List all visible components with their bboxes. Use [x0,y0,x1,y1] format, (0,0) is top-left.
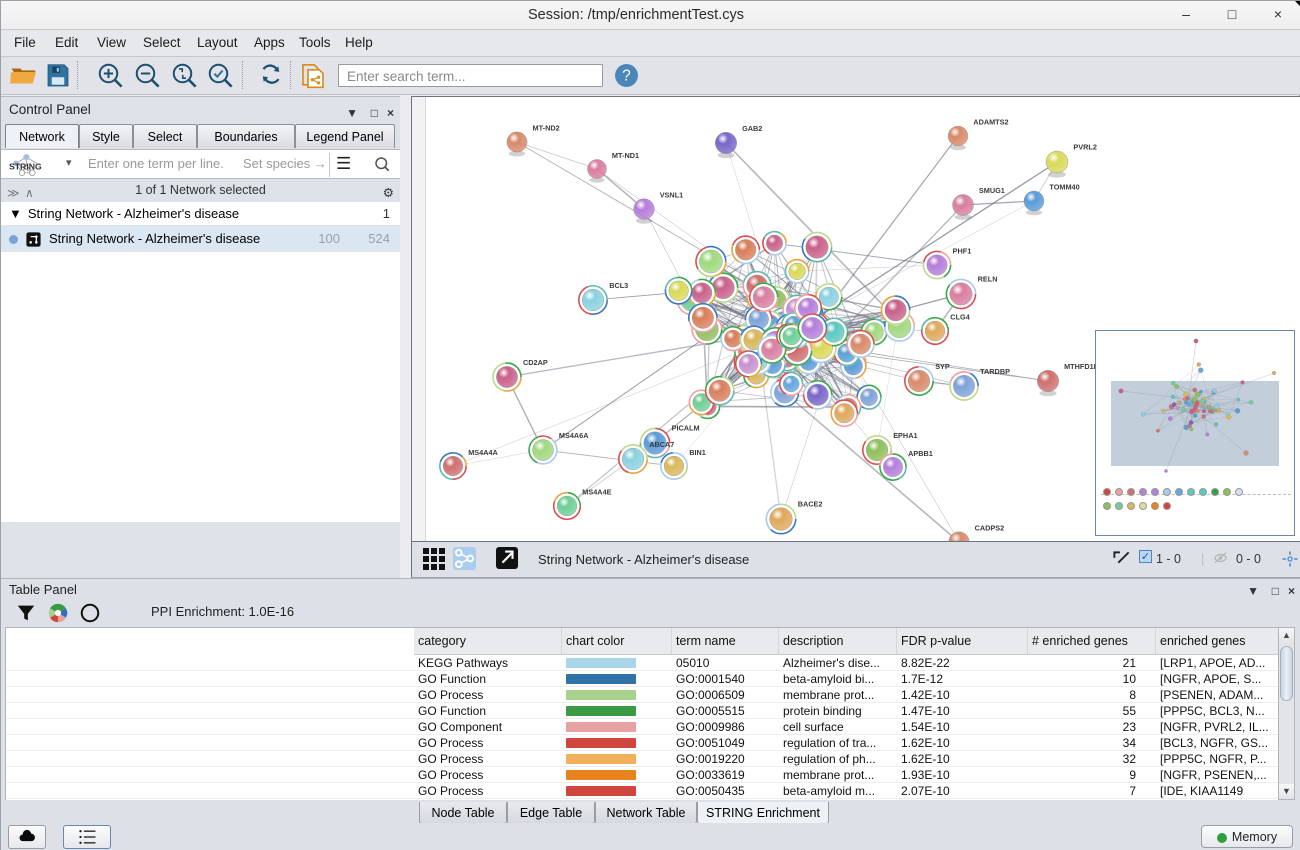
svg-text:APBB1: APBB1 [908,449,933,458]
svg-text:MT-ND2: MT-ND2 [533,124,560,133]
svg-text:RELN: RELN [978,274,998,283]
svg-text:MTHFD1L: MTHFD1L [1064,362,1099,371]
svg-text:VSNL1: VSNL1 [660,190,684,199]
svg-text:MS4A6A: MS4A6A [559,431,589,440]
svg-text:ABCA7: ABCA7 [649,440,674,449]
svg-text:GAB2: GAB2 [742,124,762,133]
svg-text:MT-ND1: MT-ND1 [612,151,639,160]
svg-text:ADAMTS2: ADAMTS2 [973,118,1008,127]
svg-text:CLG4: CLG4 [950,313,970,322]
svg-text:MS4A4A: MS4A4A [468,448,498,457]
svg-text:?: ? [622,68,631,85]
svg-text:SMUG1: SMUG1 [979,186,1005,195]
svg-text:BCL3: BCL3 [609,281,628,290]
svg-text:TARDBP: TARDBP [980,367,1010,376]
svg-text:PICALM: PICALM [672,423,700,432]
svg-text:SYP: SYP [935,362,950,371]
svg-text:MS4A4E: MS4A4E [582,488,611,497]
svg-text:BACE2: BACE2 [798,499,823,508]
svg-text:TOMM40: TOMM40 [1049,183,1079,192]
svg-text:CADPS2: CADPS2 [975,523,1005,532]
svg-text:BIN1: BIN1 [689,448,706,457]
svg-text:EPHA1: EPHA1 [893,431,917,440]
svg-text:PVRL2: PVRL2 [1073,143,1097,152]
svg-text:PHF1: PHF1 [953,246,972,255]
svg-text:STRING: STRING [9,161,42,171]
svg-text:CD2AP: CD2AP [523,358,548,367]
